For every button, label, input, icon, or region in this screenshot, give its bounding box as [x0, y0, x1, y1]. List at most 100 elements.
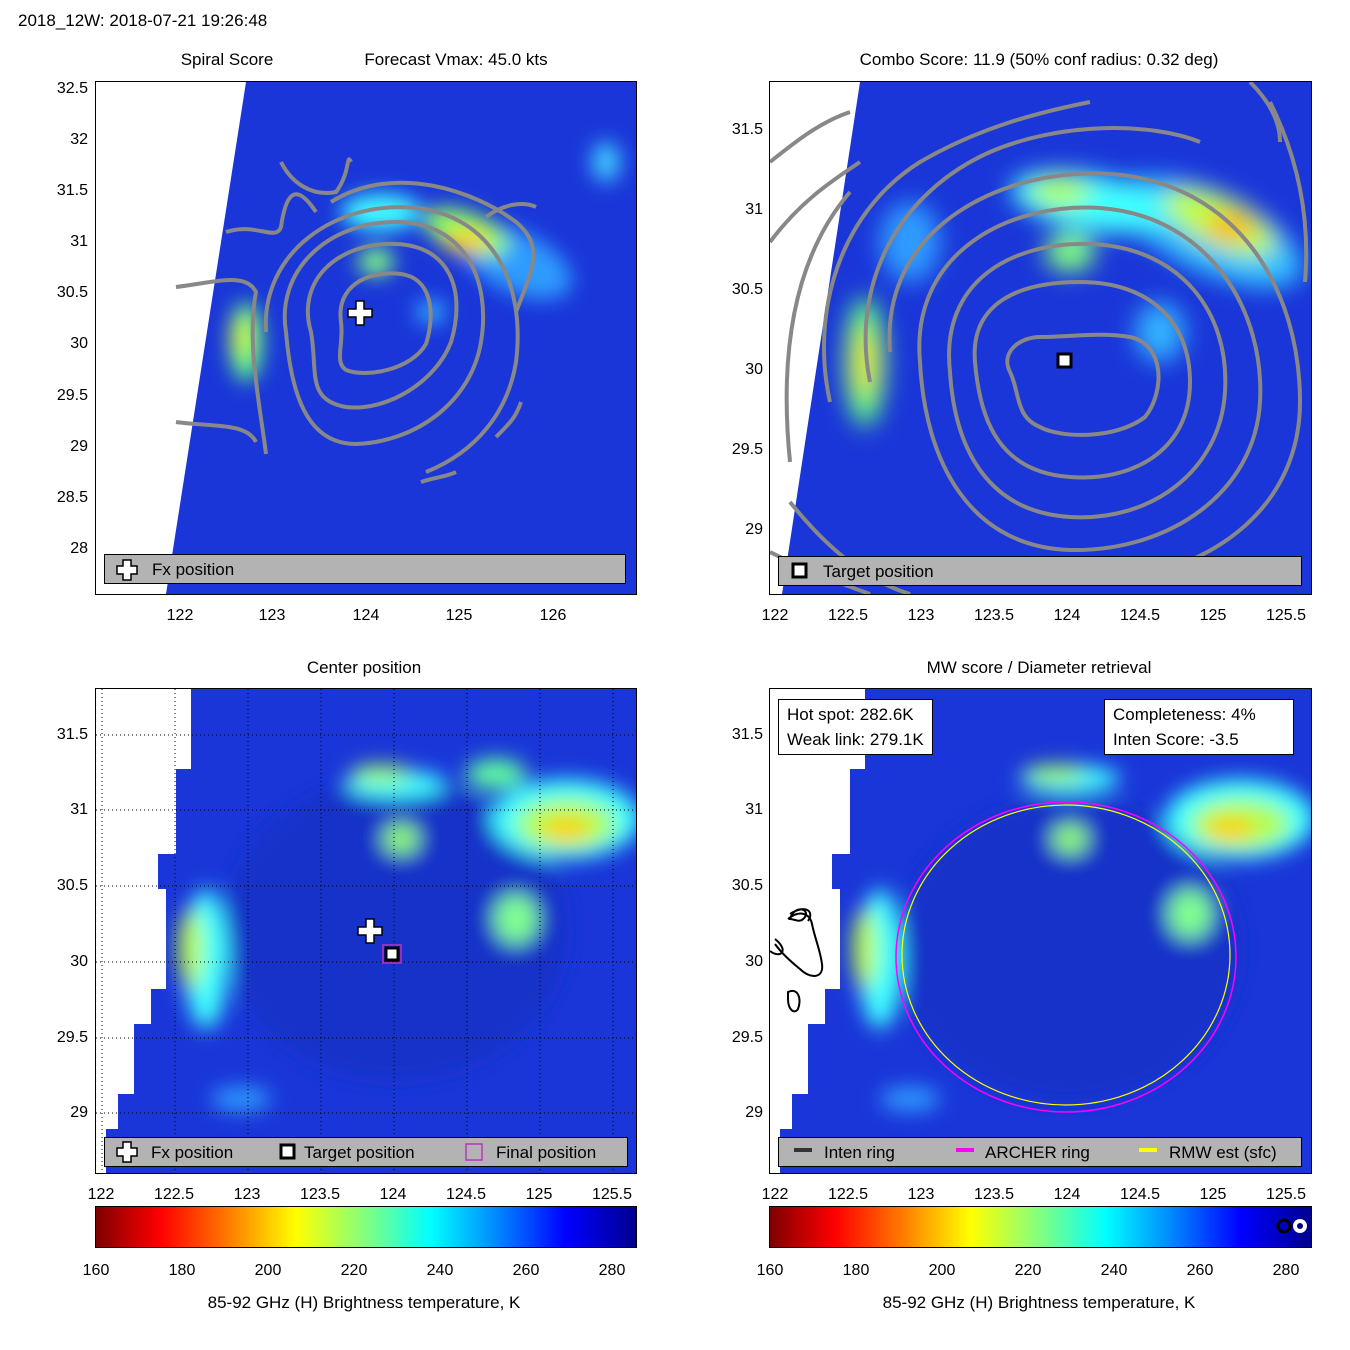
xtick: 125.5: [591, 1186, 633, 1203]
legend-archer-label: ARCHER ring: [985, 1143, 1090, 1162]
combo-convection: [845, 171, 1303, 427]
mw-inten-ring-contours: [770, 908, 824, 1013]
xtick: 123.5: [973, 1186, 1015, 1203]
cbar-tick: 240: [1100, 1262, 1128, 1279]
xtick: 122: [87, 1186, 115, 1203]
ytick: 29: [745, 1104, 763, 1121]
ytick: 29.5: [56, 1029, 88, 1046]
rmw-ring: [901, 804, 1231, 1106]
xtick: 123.5: [299, 1186, 341, 1203]
cbar-tick: 260: [512, 1262, 540, 1279]
center-convection: [179, 759, 636, 1111]
ytick: 31: [70, 233, 88, 250]
xtick: 122.5: [827, 607, 869, 624]
ytick: 31: [745, 801, 763, 818]
xtick: 122.5: [153, 1186, 195, 1203]
legend-final-label: Final position: [496, 1143, 597, 1162]
cbar-tick: 220: [1014, 1262, 1042, 1279]
ytick: 30: [745, 953, 763, 970]
cbar-tick: 280: [598, 1262, 626, 1279]
ytick: 29.5: [56, 387, 88, 404]
xtick: 125: [1199, 607, 1227, 624]
plus-icon: [115, 1140, 139, 1164]
combo-title: Combo Score: 11.9 (50% conf radius: 0.32…: [859, 50, 1219, 69]
forecast-vmax: Forecast Vmax: 45.0 kts: [364, 50, 548, 69]
combo-contours: [770, 82, 1309, 594]
archer-ring-swatch: [955, 1144, 975, 1156]
final-square-icon: [465, 1143, 483, 1161]
ytick: 29.5: [731, 1029, 763, 1046]
ytick: 32.5: [56, 80, 88, 97]
spiral-fx-marker: [347, 300, 373, 326]
legend-target-label: Target position: [823, 562, 934, 581]
mw-convection: [853, 765, 1311, 1111]
xtick: 125: [445, 607, 473, 624]
mw-legend: Inten ring ARCHER ring RMW est (sfc): [778, 1137, 1302, 1167]
storm-time-header: 2018_12W: 2018-07-21 19:26:48: [18, 11, 268, 30]
xtick: 124: [1053, 607, 1081, 624]
hot-spot-box: Hot spot: 282.6K Weak link: 279.1K: [778, 699, 933, 755]
square-icon: [791, 562, 809, 580]
inten-ring-swatch: [793, 1144, 813, 1156]
xtick: 123: [233, 1186, 261, 1203]
completeness-value: Completeness: 4%: [1113, 705, 1256, 724]
spiral-plot: Fx position: [95, 81, 637, 595]
plus-icon: [115, 558, 139, 582]
ytick: 30: [70, 953, 88, 970]
legend-fx-label: Fx position: [152, 560, 235, 579]
xtick: 125: [525, 1186, 553, 1203]
mw-title: MW score / Diameter retrieval: [926, 658, 1152, 677]
ytick: 30: [745, 361, 763, 378]
center-fx-marker: [357, 918, 383, 944]
cbar-tick: 180: [842, 1262, 870, 1279]
xtick: 124.5: [445, 1186, 487, 1203]
legend-target-label: Target position: [304, 1143, 415, 1162]
ytick: 28: [70, 540, 88, 557]
xtick: 122: [761, 607, 789, 624]
xtick: 122.5: [827, 1186, 869, 1203]
cbar-tick: 280: [1272, 1262, 1300, 1279]
center-target-marker: [384, 946, 400, 962]
legend-fx-label: Fx position: [151, 1143, 234, 1162]
xtick: 122: [761, 1186, 789, 1203]
spiral-convection: [230, 142, 620, 382]
ytick: 31.5: [56, 182, 88, 199]
cbar-tick: 180: [168, 1262, 196, 1279]
combo-plot: Target position: [769, 81, 1312, 595]
cbar-tick: 160: [756, 1262, 784, 1279]
ytick: 30: [70, 335, 88, 352]
cbar-tick: 200: [928, 1262, 956, 1279]
spiral-contours: [175, 157, 537, 484]
xtick: 122: [166, 607, 194, 624]
hot-spot-value: Hot spot: 282.6K: [787, 705, 914, 724]
ytick: 29: [70, 1104, 88, 1121]
xtick: 126: [539, 607, 567, 624]
spiral-legend: Fx position: [104, 554, 626, 584]
xtick: 124: [1053, 1186, 1081, 1203]
cbar-tick: 200: [254, 1262, 282, 1279]
ytick: 31.5: [731, 121, 763, 138]
ytick: 31.5: [731, 726, 763, 743]
colorbar-right-label: 85-92 GHz (H) Brightness temperature, K: [882, 1293, 1196, 1312]
center-plot: Fx position Target position Final positi…: [95, 688, 637, 1174]
ytick: 30.5: [731, 281, 763, 298]
mw-plot: Hot spot: 282.6K Weak link: 279.1K Compl…: [769, 688, 1312, 1174]
xtick: 123: [907, 607, 935, 624]
colorbar-left: [95, 1206, 637, 1248]
ytick: 32: [70, 131, 88, 148]
xtick: 124: [352, 607, 380, 624]
cbar-tick: 220: [340, 1262, 368, 1279]
cbar-tick: 160: [82, 1262, 110, 1279]
ytick: 30.5: [731, 877, 763, 894]
combo-target-marker: [1056, 352, 1073, 369]
center-final-marker: [382, 944, 402, 964]
spiral-no-data-region: [96, 82, 246, 594]
legend-rmw-label: RMW est (sfc): [1169, 1143, 1277, 1162]
xtick: 124: [379, 1186, 407, 1203]
rmw-ring-swatch: [1138, 1144, 1158, 1156]
center-legend: Fx position Target position Final positi…: [104, 1137, 628, 1167]
ytick: 29: [70, 438, 88, 455]
archer-ring: [895, 801, 1237, 1113]
square-icon: [279, 1143, 297, 1161]
colorbar-right: [769, 1206, 1312, 1248]
